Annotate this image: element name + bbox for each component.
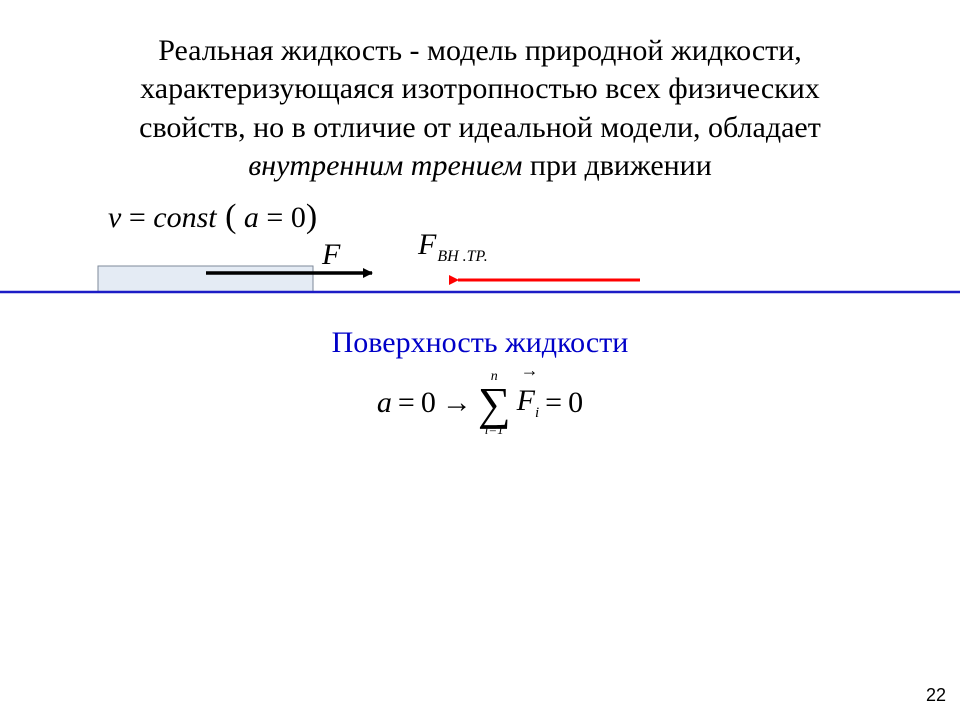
eq-zero2: 0	[568, 386, 583, 420]
heading-line1: Реальная жидкость - модель природной жид…	[158, 34, 802, 67]
eq-a: a	[377, 386, 392, 420]
zero-vconst: 0	[291, 201, 306, 234]
paren-left: (	[217, 198, 237, 235]
heading-line2: характеризующаяся изотропностью всех физ…	[140, 72, 820, 105]
sigma-lower: i=1	[485, 423, 504, 436]
sigma-block: n ∑ i=1	[478, 370, 511, 436]
surface-diagram	[0, 252, 960, 312]
const-word: const	[153, 201, 216, 234]
equals-1: =	[121, 201, 153, 234]
v-symbol: v	[108, 201, 121, 234]
sigma-symbol: ∑	[478, 384, 511, 423]
eq-equals1: =	[398, 386, 415, 420]
page-number: 22	[926, 685, 946, 706]
equilibrium-equation: a = 0 → n ∑ i=1 → Fi = 0	[0, 370, 960, 436]
eq-zero1: 0	[421, 386, 436, 420]
heading-line3: свойств, но в отличие от идеальной модел…	[139, 111, 821, 144]
a-symbol: a	[236, 201, 259, 234]
surface-label: Поверхность жидкости	[0, 326, 960, 360]
heading-line4-em: внутренним трением	[248, 149, 522, 182]
vector-arrow-icon: →	[521, 360, 539, 381]
v-const-expression: v = const ( a = 0)	[108, 198, 317, 236]
eq-arrow: →	[442, 386, 472, 420]
equals-2: =	[259, 201, 291, 234]
Fi-term: → Fi	[517, 384, 540, 422]
heading: Реальная жидкость - модель природной жид…	[0, 32, 960, 186]
Fi-F: F	[517, 384, 535, 417]
sliding-block	[98, 266, 313, 292]
paren-right: )	[306, 198, 317, 235]
heading-line4-after: при движении	[522, 149, 711, 182]
Fi-subscript: i	[535, 405, 539, 421]
eq-equals2: =	[545, 386, 562, 420]
slide-root: Реальная жидкость - модель природной жид…	[0, 0, 960, 720]
